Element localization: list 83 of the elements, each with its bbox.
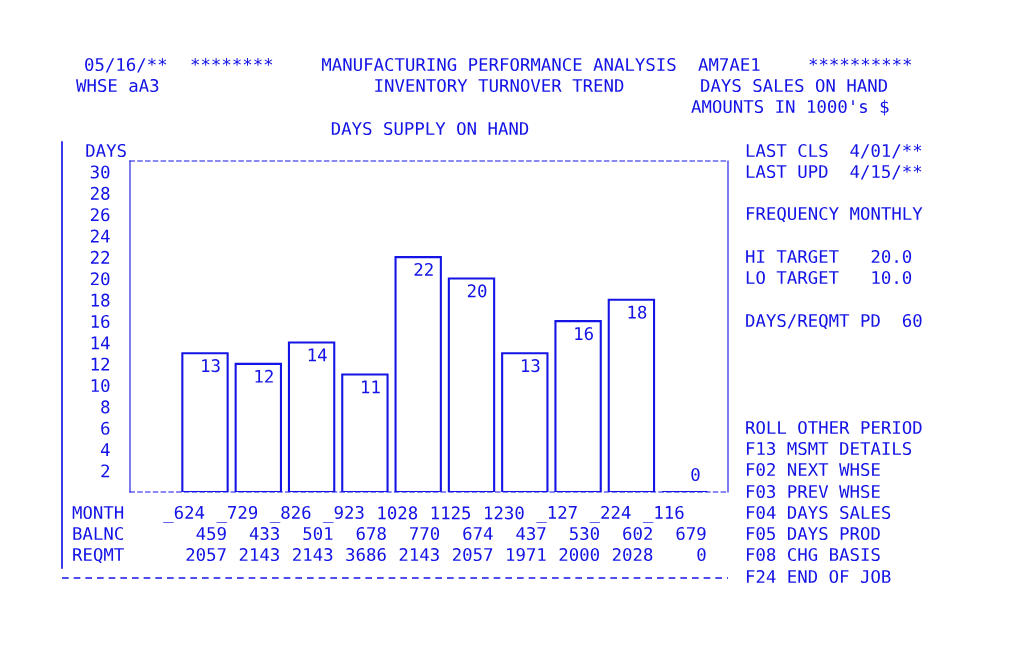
data-label: 22 [414,262,433,276]
y-tick-label: 6 [101,421,110,435]
text: BALNC [73,526,123,541]
text: 530 [569,526,599,541]
x-tick-label: _826 [269,505,311,523]
y-tick-label: 20 [90,272,110,286]
y-tick-label: 18 [91,293,110,307]
text: 501 [303,526,333,541]
text: FREQUENCY MONTHLY [746,206,923,223]
text: 2143 [293,547,333,562]
text: 2000 [559,547,599,562]
data-label: 16 [575,326,593,341]
text: 2143 [239,547,279,562]
data-label: 0 [691,467,700,482]
text: F08 CHG BASIS [746,547,880,562]
x-tick-label: _624 [163,505,205,523]
text: ROLL OTHER PERIOD [746,420,922,435]
text: F02 NEXT WHSE [746,462,880,477]
text: F05 DAYS PROD [746,526,880,541]
text: WHSE aA3 [76,78,159,93]
text: REQMT [73,547,124,564]
y-tick-label: 22 [90,250,110,264]
x-tick-label: _127 [536,505,577,523]
text: LAST CLS 4/01/** [746,143,922,159]
text: DAYS SALES ON HAND [701,78,888,93]
text: 459 [196,526,226,541]
text: 433 [249,526,279,541]
text: 2057 [452,547,493,562]
x-tick-label: 1028 [378,506,418,520]
y-tick-label: 14 [91,336,110,350]
x-tick-label: 1230 [485,506,524,520]
y-axis-title: DAYS [86,143,126,158]
text: AM7AE1 [698,58,760,71]
text: 679 [676,526,706,541]
data-label: 13 [521,359,540,373]
text: LAST UPD 4/15/** [746,164,922,180]
text: HI TARGET 20.0 [746,249,912,264]
text: F03 PREV WHSE [746,484,880,499]
text: 0 [697,547,706,562]
text: 2057 [186,547,226,562]
text: F24 END OF JOB [746,569,891,584]
text: 770 [410,526,440,541]
chart-title: MANUFACTURING PERFORMANCE ANALYSIS [322,57,676,72]
text: 678 [356,526,386,541]
text: F04 DAYS SALES [746,505,891,520]
text: 674 [463,526,493,541]
y-tick-label: 12 [91,357,110,371]
data-label: 14 [308,348,327,362]
text: F13 MSMT DETAILS [746,441,912,456]
text: 1971 [507,547,546,562]
chart-subtitle: INVENTORY TURNOVER TREND [375,78,624,93]
text: 437 [516,526,546,541]
text: 602 [623,526,652,541]
y-tick-label: 4 [100,443,110,456]
data-label: 11 [362,380,380,394]
y-tick-label: 2 [101,464,110,478]
text: AMOUNTS IN 1000's $ [691,99,889,116]
y-tick-label: 8 [101,400,110,414]
text: ********** [809,57,912,66]
x-tick-label: _224 [589,505,631,523]
x-tick-label: _729 [216,505,258,523]
text: 05/16/** [85,57,167,73]
y-tick-label: 16 [91,314,110,329]
text: LO TARGET 10.0 [746,270,912,285]
text: 3686 [346,547,386,562]
x-tick-label: 1125 [431,506,471,520]
data-label: 12 [255,369,273,383]
x-tick-label: _116 [642,505,684,523]
data-label: 20 [467,284,487,298]
y-tick-label: 10 [91,378,110,393]
x-tick-label: _923 [323,505,364,523]
y-tick-label: 24 [90,229,110,243]
data-label: 13 [202,359,220,373]
y-tick-label: 30 [90,165,110,179]
y-tick-label: 26 [90,208,110,222]
text: DAYS SUPPLY ON HAND [331,121,529,136]
y-tick-label: 28 [90,186,110,200]
x-axis-title: MONTH [72,505,124,520]
data-label: 18 [628,305,647,319]
text: 2028 [612,547,653,562]
text: ******** [191,57,273,66]
text: 2143 [399,547,439,562]
text: DAYS/REQMT PD 60 [746,313,922,330]
